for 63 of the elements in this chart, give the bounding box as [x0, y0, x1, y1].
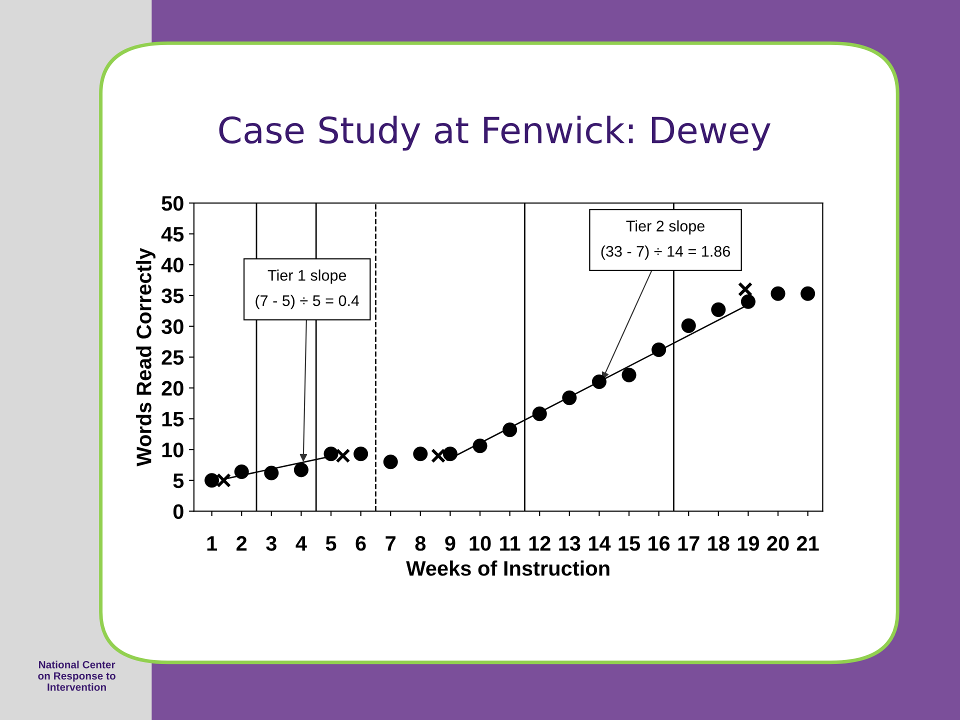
- point: [622, 368, 636, 382]
- x-tick-label: 18: [708, 536, 730, 551]
- y-tick-label: 45: [161, 227, 184, 242]
- x-tick-label: 8: [415, 536, 426, 551]
- point: [264, 466, 279, 480]
- point: [592, 374, 606, 390]
- point: [652, 342, 666, 358]
- point: [562, 390, 577, 406]
- x-tick-label: 15: [618, 536, 640, 551]
- point: [502, 422, 518, 438]
- y-tick-label: 20: [162, 380, 184, 396]
- x-tick-label: 20: [767, 536, 789, 551]
- x-tick-label: 19: [738, 536, 760, 551]
- x-tick-label: 10: [470, 536, 491, 551]
- y-tick-label: 30: [162, 319, 184, 334]
- y-tick-label: 10: [162, 442, 184, 458]
- point: [354, 446, 368, 462]
- point: [336, 448, 350, 464]
- x-tick-label: 12: [529, 536, 550, 551]
- point: [738, 282, 753, 297]
- x-tick-label: 13: [559, 536, 580, 551]
- x-tick-label: 2: [236, 536, 247, 551]
- point: [800, 286, 816, 301]
- x-tick-label: 21: [796, 536, 819, 551]
- text: National Center on Response to Intervention: [38, 660, 116, 691]
- point: [472, 438, 488, 454]
- point: [294, 462, 308, 478]
- x-tick-label: 16: [648, 536, 670, 551]
- chart-title: Case Study at Fenwick: Dewey: [219, 116, 771, 151]
- y-tick-label: 40: [161, 258, 184, 272]
- x-tick-label: 5: [326, 536, 336, 551]
- x-tick-label: 3: [266, 536, 276, 551]
- y-tick-label: 5: [173, 474, 184, 488]
- x-tick-label: 1: [207, 536, 218, 551]
- x-tick-label: 17: [678, 536, 700, 551]
- point: [413, 446, 428, 462]
- point: [204, 473, 220, 488]
- point: [442, 446, 458, 462]
- point: [383, 454, 398, 470]
- x-tick-label: 4: [296, 536, 307, 551]
- y-tick-label: 50: [162, 196, 184, 211]
- point: [324, 446, 338, 462]
- point: [532, 406, 547, 422]
- point: [770, 286, 786, 301]
- y-tick-label: 25: [162, 350, 184, 365]
- y-axis-title: Words Read Correctly: [136, 248, 156, 466]
- x-tick-label: 9: [445, 536, 456, 551]
- point: [681, 318, 696, 333]
- y-tick-label: 0: [173, 504, 184, 519]
- point: [234, 464, 249, 480]
- annotation: Tier 2 slope (33 - 7) ÷ 14 = 1.86: [601, 220, 730, 260]
- y-tick-label: 15: [162, 412, 184, 427]
- annotation: Tier 1 slope (7 - 5) ÷ 5 = 0.4: [256, 270, 360, 310]
- point: [430, 448, 446, 464]
- x-tick-label: 7: [386, 536, 396, 551]
- x-tick-label: 14: [588, 536, 611, 551]
- point: [740, 294, 756, 309]
- x-tick-label: 11: [500, 536, 520, 551]
- point: [711, 302, 726, 317]
- x-tick-label: 6: [356, 536, 366, 551]
- y-tick-label: 35: [162, 288, 184, 304]
- x-axis-title: Weeks of Instruction: [406, 560, 610, 576]
- point: [216, 473, 232, 488]
